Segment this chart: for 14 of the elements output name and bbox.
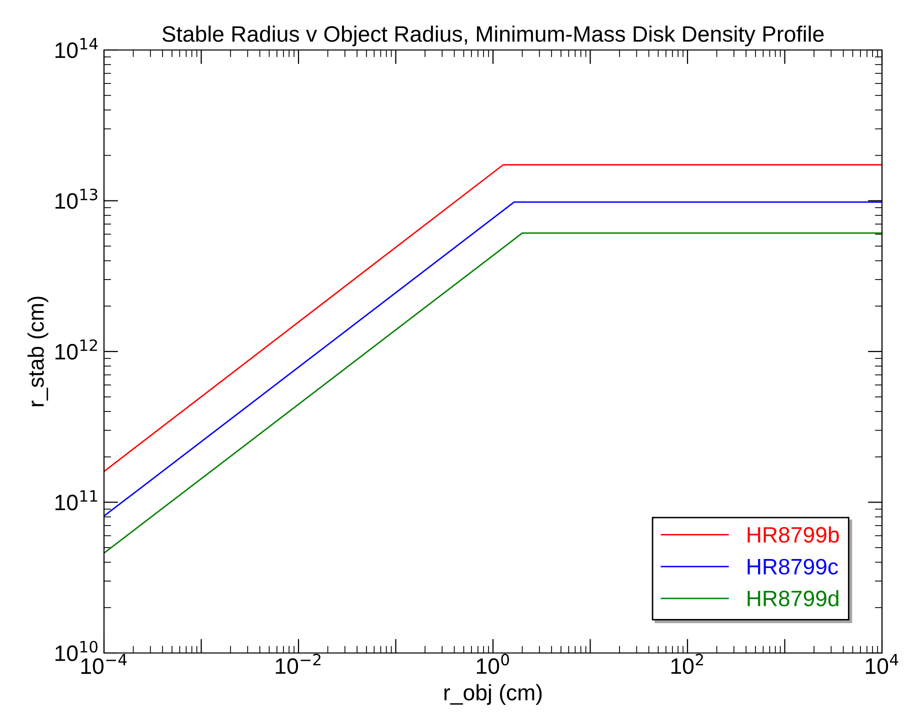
- y-tick-label: 10$^{11}$: [56, 490, 98, 510]
- legend-label: HR8799c: [748, 558, 838, 575]
- chart-title: Stable Radius v Object Radius, Minimum-Mass Disk Density Profile: [162, 26, 824, 46]
- legend-label: HR8799b: [748, 526, 839, 543]
- x-tick-label: 10$^{2}$: [671, 654, 703, 674]
- y-tick-label: 10$^{12}$: [56, 339, 97, 360]
- legend-label: HR8799d: [748, 590, 838, 606]
- x-axis-title: r_obj (cm): [444, 684, 542, 705]
- y-axis-title: r_stab (cm): [28, 296, 48, 406]
- y-tick-label: 10$^{14}$: [56, 38, 98, 58]
- x-tick-label: 10$^{−2}$: [276, 654, 320, 674]
- x-tick-label: 10$^{0}$: [476, 654, 510, 674]
- x-tick-label: 10$^{4}$: [866, 654, 898, 674]
- y-tick-label: 10$^{13}$: [56, 188, 98, 209]
